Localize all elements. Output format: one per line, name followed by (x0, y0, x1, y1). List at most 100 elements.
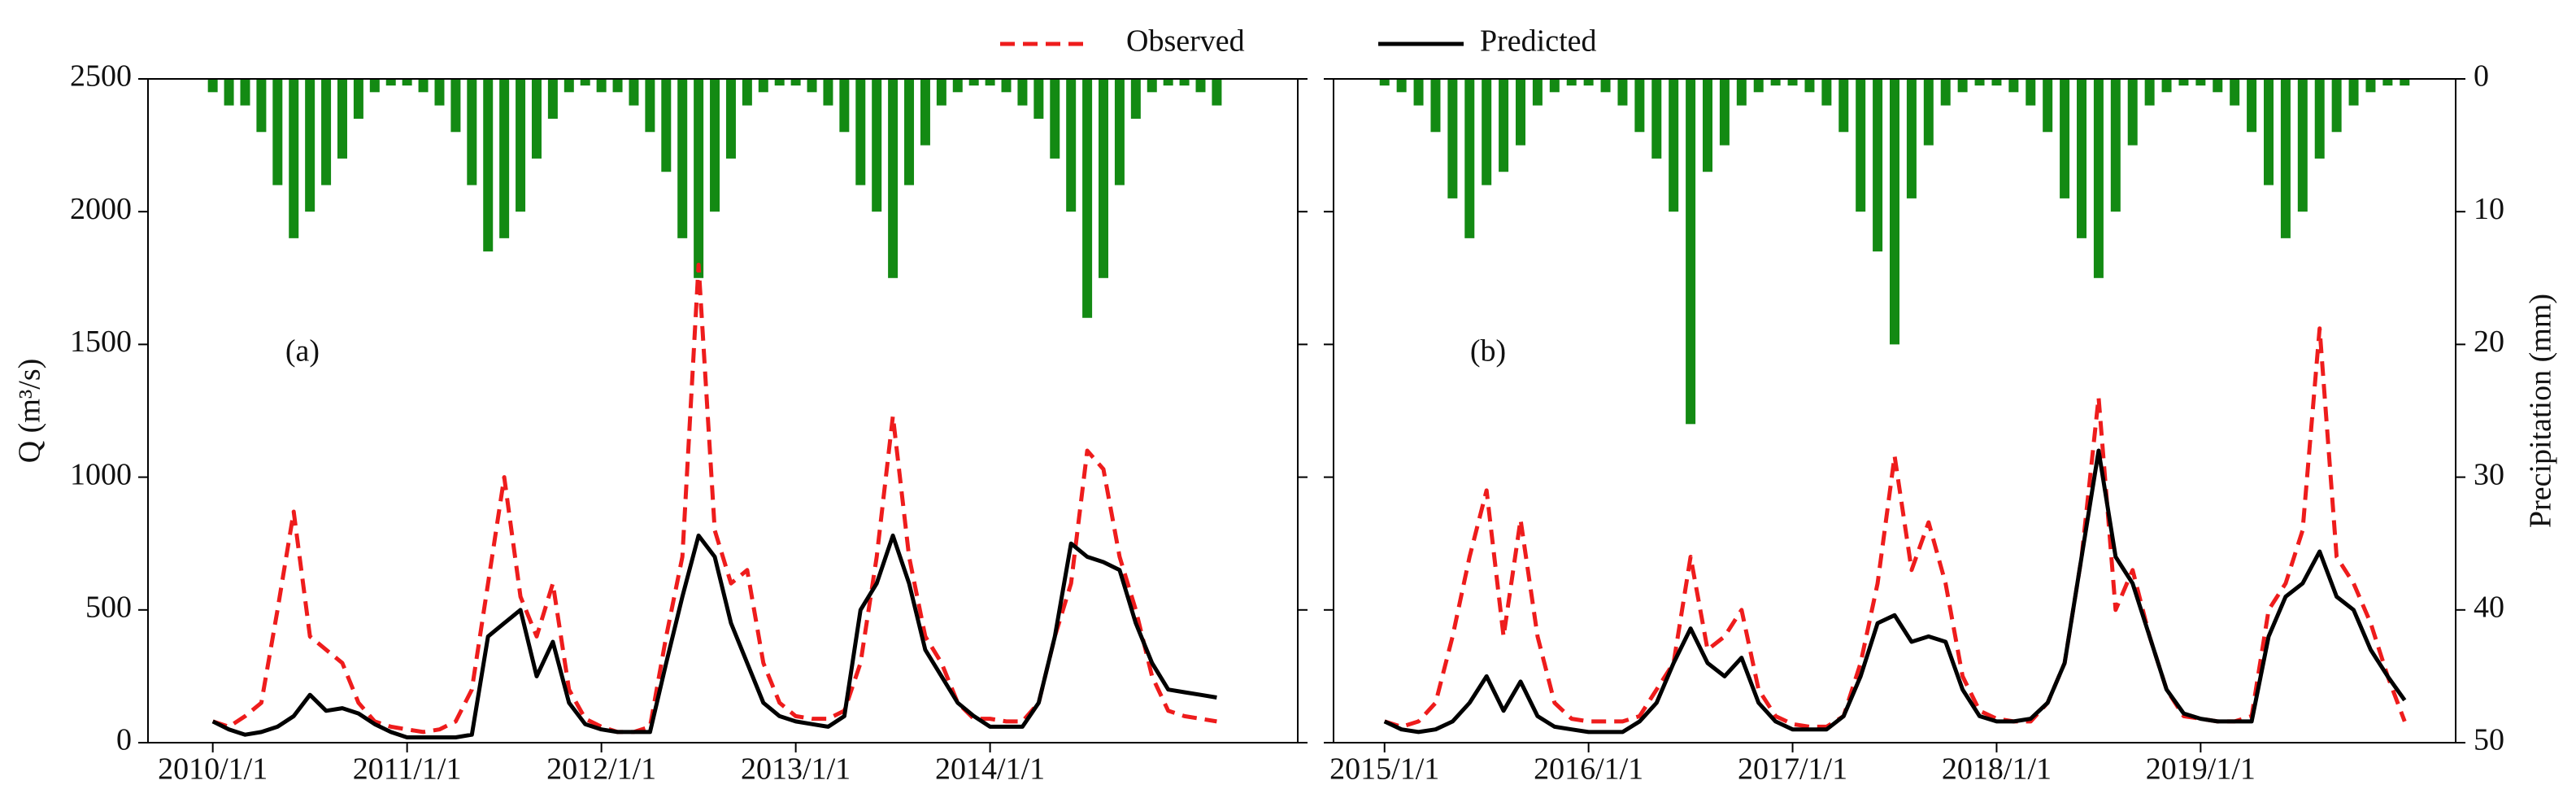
precip-bar (467, 79, 477, 185)
precip-bar (2400, 79, 2410, 86)
x-tick-label: 2012/1/1 (546, 752, 656, 787)
precip-bar (1499, 79, 1509, 172)
precip-bar (1838, 79, 1849, 133)
precip-bar (418, 79, 429, 93)
precip-bar (1906, 79, 1917, 198)
plot-frame (147, 78, 1299, 743)
precip-bar (1890, 79, 1899, 345)
precip-bar (1856, 79, 1866, 212)
precip-bar (661, 79, 672, 172)
precip-bar (1163, 79, 1173, 86)
precip-bar (224, 79, 234, 106)
precip-bar (305, 79, 315, 212)
precip-bar (385, 79, 396, 86)
x-tick-label: 2018/1/1 (1942, 752, 2052, 787)
precip-bar (240, 79, 250, 106)
precip-bar (1413, 79, 1424, 106)
precip-bar (725, 79, 736, 159)
precip-bar (1066, 79, 1077, 212)
precip-bar (742, 79, 752, 106)
precip-bar (1770, 79, 1781, 86)
x-tick-label: 2010/1/1 (158, 752, 268, 787)
y-tick-label: 500 (85, 591, 132, 625)
precip-bar (2280, 79, 2291, 238)
precip-bar (1736, 79, 1747, 106)
precip-bar (580, 79, 590, 86)
precip-bar (272, 79, 283, 185)
precip-bar (1050, 79, 1060, 159)
y2-tick-label: 40 (2474, 591, 2504, 625)
precip-bar (1447, 79, 1458, 198)
precip-bar (1566, 79, 1577, 86)
precip-bar (1082, 79, 1093, 318)
plot-frame (1333, 78, 2456, 743)
y2-tick-label: 10 (2474, 192, 2504, 226)
precip-bar (872, 79, 882, 212)
precip-bar (1430, 79, 1441, 133)
precip-bar (1212, 79, 1222, 106)
precip-bar (839, 79, 850, 133)
precip-bar (1195, 79, 1206, 93)
precip-bar (1147, 79, 1157, 93)
precip-bar (1482, 79, 1492, 185)
precip-bar (2043, 79, 2053, 133)
precip-bar (1703, 79, 1712, 172)
precip-bar (256, 79, 267, 133)
precip-bar (936, 79, 946, 106)
precip-bar (2314, 79, 2325, 159)
precip-bar (1787, 79, 1798, 86)
precip-bar (807, 79, 817, 93)
precip-bar (1719, 79, 1730, 146)
precip-bar (516, 79, 526, 212)
precip-bar (1464, 79, 1475, 238)
y2-tick-label: 20 (2474, 325, 2504, 359)
precip-bar (1583, 79, 1594, 86)
precip-bar (2144, 79, 2155, 106)
precip-bar (369, 79, 380, 93)
precip-bar (2297, 79, 2308, 212)
precip-bar (547, 79, 558, 119)
y-tick-label: 1500 (70, 325, 132, 359)
precip-bar (920, 79, 930, 146)
precip-bar (855, 79, 866, 185)
precip-bar (2127, 79, 2138, 146)
precip-bar (1396, 79, 1407, 93)
precip-bar (1634, 79, 1645, 133)
precip-bar (1114, 79, 1125, 185)
precip-bar (677, 79, 688, 238)
x-tick-label: 2015/1/1 (1329, 752, 1439, 787)
precip-bar (564, 79, 574, 93)
precip-bar (612, 79, 623, 93)
precip-bar (985, 79, 995, 86)
precip-bar (2348, 79, 2359, 106)
precip-bar (1821, 79, 1832, 106)
x-tick-label: 2016/1/1 (1534, 752, 1643, 787)
legend: Observed Predicted (1000, 24, 1597, 59)
series-line (1383, 326, 2407, 729)
precip-bar (1099, 79, 1109, 278)
precip-bar (888, 79, 899, 278)
precip-bar (596, 79, 607, 93)
precip-bar (2264, 79, 2274, 185)
y-tick-label: 2500 (70, 59, 132, 94)
y2-tick-label: 50 (2474, 723, 2504, 757)
precip-bar (337, 79, 347, 159)
series-line (1383, 448, 2407, 735)
precip-bar (1974, 79, 1985, 86)
precip-bar (2008, 79, 2019, 93)
panel-label: (b) (1470, 334, 1506, 368)
precip-bar (1516, 79, 1525, 146)
precip-bar (207, 79, 218, 93)
precip-bar (1549, 79, 1560, 93)
precip-bar (2213, 79, 2223, 93)
precip-bar (2365, 79, 2376, 93)
panel-label: (a) (285, 334, 320, 368)
precip-bar (1600, 79, 1611, 93)
precip-bar (2161, 79, 2172, 93)
series-line (211, 263, 1217, 735)
precip-bar (402, 79, 412, 86)
precip-bar (1923, 79, 1934, 146)
y2-tick-label: 30 (2474, 457, 2504, 491)
precip-bar (645, 79, 655, 133)
y2-tick-label: 0 (2474, 59, 2489, 94)
